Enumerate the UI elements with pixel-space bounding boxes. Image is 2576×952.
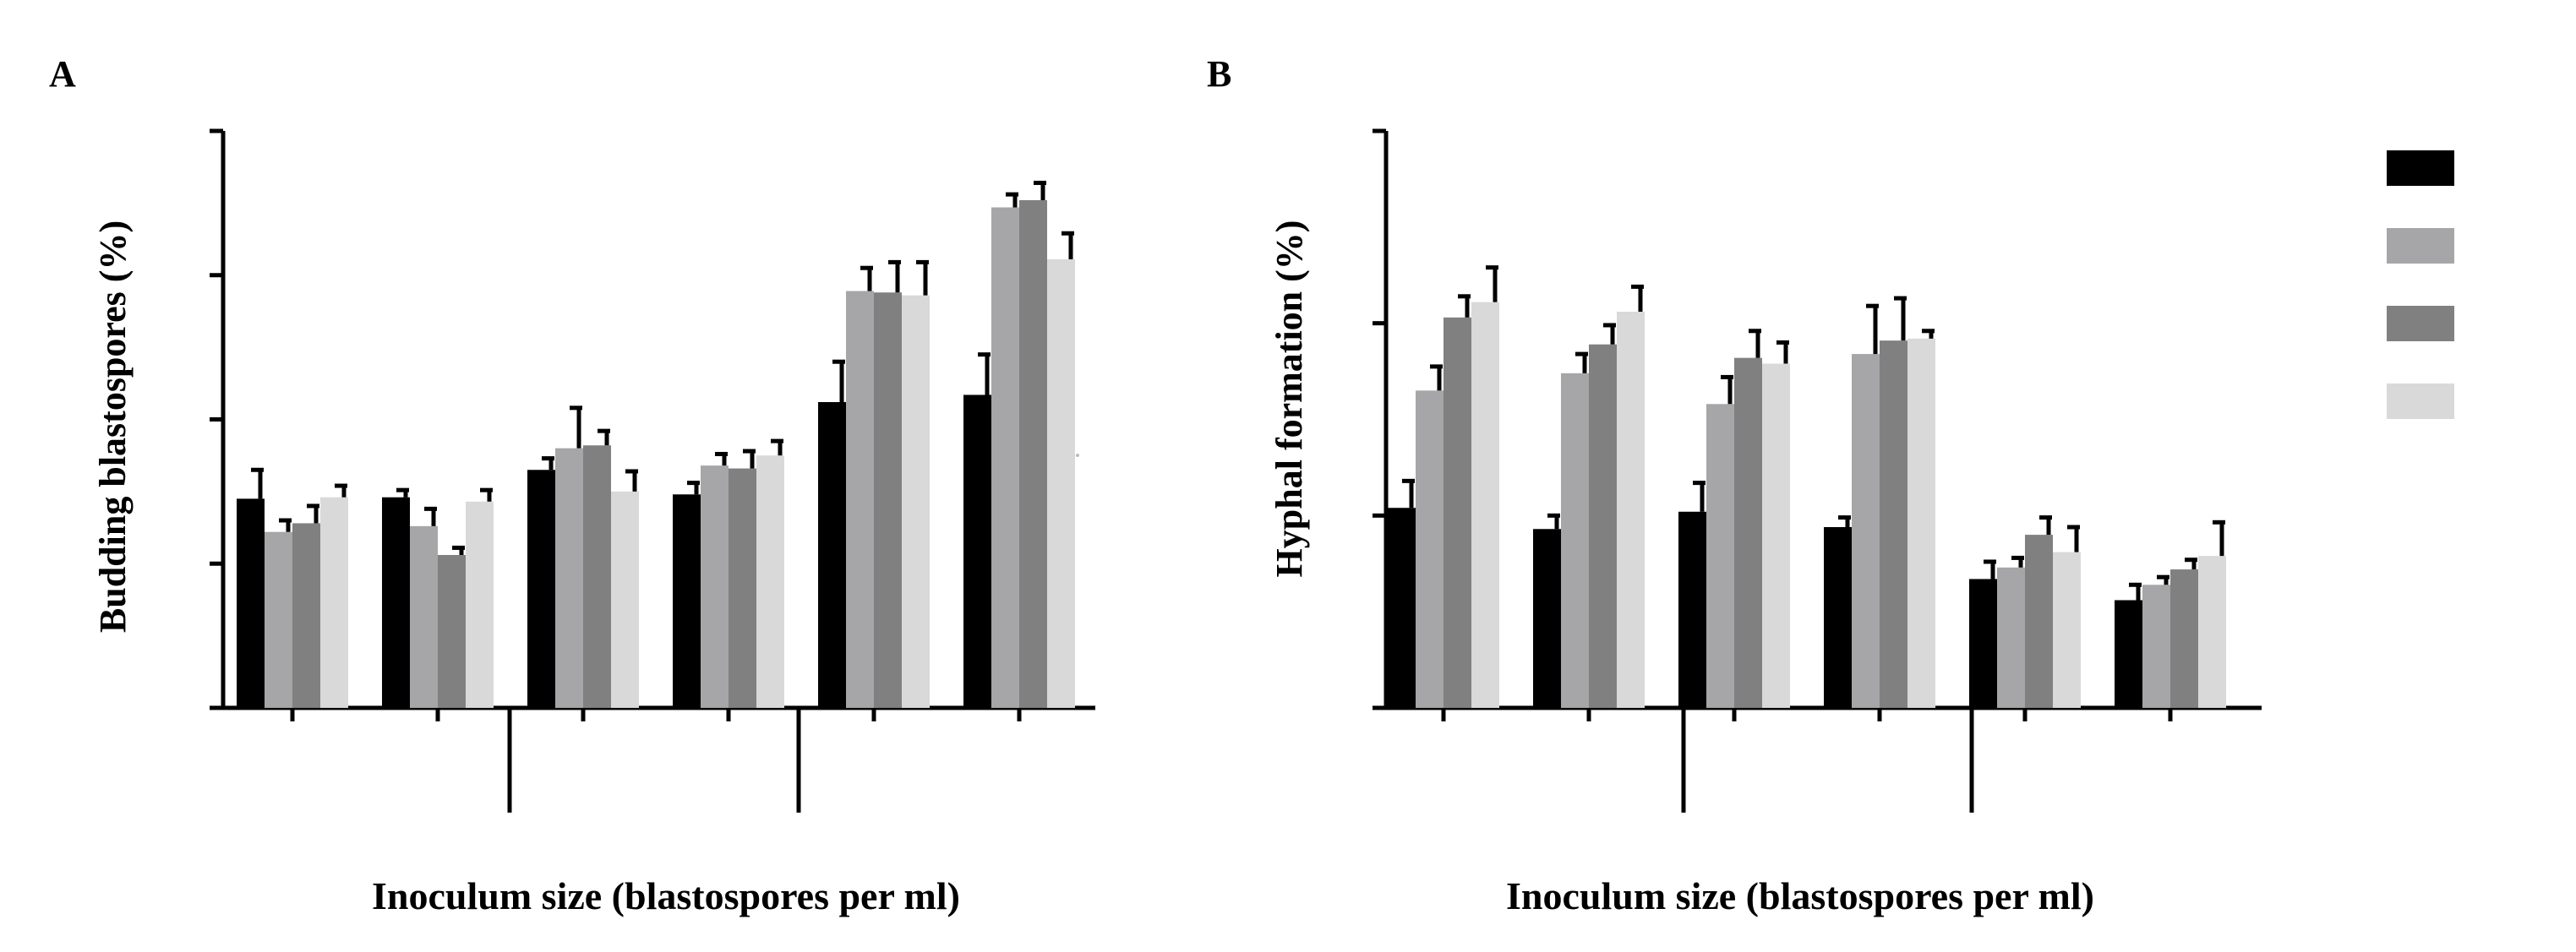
bar-b	[1388, 508, 1416, 708]
bar-b	[1997, 567, 2025, 708]
bar-b	[1416, 390, 1444, 708]
bar-a	[701, 465, 729, 708]
bar-b	[2053, 552, 2081, 708]
bar-b	[1762, 363, 1790, 708]
bar-a	[729, 468, 756, 708]
panel-a: A Budding blastospores (%) Inoculum size…	[49, 53, 1095, 917]
bar-b	[1471, 302, 1499, 708]
legend-swatch	[2387, 150, 2454, 186]
y-axis-label-a: Budding blastospores (%)	[92, 220, 134, 633]
panel-b: B Hyphal formation (%) Inoculum size (bl…	[1207, 53, 2262, 917]
bar-b	[1824, 526, 1852, 708]
bar-a	[466, 501, 494, 708]
bar-a	[818, 402, 846, 708]
bar-b	[1561, 373, 1589, 708]
bar-a	[438, 555, 466, 708]
panel-label-a: A	[49, 53, 76, 95]
bar-b	[1734, 357, 1762, 708]
bar-b	[1444, 317, 1471, 708]
bar-a	[902, 295, 930, 708]
bar-a	[410, 525, 438, 708]
speck	[1076, 454, 1079, 457]
bar-a	[527, 470, 555, 708]
bar-b	[1533, 529, 1561, 708]
bar-b	[1706, 404, 1734, 708]
bar-a	[1047, 258, 1075, 708]
bar-b	[1617, 312, 1645, 708]
bar-a	[874, 292, 902, 708]
legend-swatch	[2387, 306, 2454, 341]
bar-b	[1678, 511, 1706, 708]
plot-area-a	[210, 128, 1095, 813]
bar-a	[382, 497, 410, 708]
legend-swatch	[2387, 384, 2454, 419]
bar-a	[583, 445, 611, 708]
bar-a	[555, 448, 583, 708]
bar-b	[1969, 579, 1997, 708]
legend-swatch	[2387, 228, 2454, 264]
y-axis-label-b: Hyphal formation (%)	[1269, 220, 1310, 578]
bar-b	[2142, 585, 2170, 708]
panel-label-b: B	[1207, 53, 1231, 95]
bar-a	[1019, 199, 1047, 708]
bar-a	[991, 207, 1019, 708]
bar-b	[1907, 338, 1935, 708]
bar-a	[963, 394, 991, 708]
bar-b	[1880, 340, 1907, 708]
bar-a	[611, 491, 639, 708]
x-axis-label-a: Inoculum size (blastospores per ml)	[372, 874, 960, 917]
x-axis-label-b: Inoculum size (blastospores per ml)	[1506, 874, 2094, 917]
bar-b	[2198, 556, 2226, 708]
bar-a	[756, 455, 784, 708]
bar-b	[1589, 344, 1617, 708]
bar-b	[1852, 354, 1880, 708]
bar-a	[265, 531, 292, 708]
bar-a	[320, 497, 348, 708]
legend	[2387, 150, 2454, 419]
plot-area-b	[1373, 128, 2262, 813]
bar-a	[673, 494, 701, 708]
bar-a	[292, 523, 320, 708]
bar-a	[846, 291, 874, 708]
bar-a	[237, 498, 265, 708]
bar-b	[2115, 600, 2142, 708]
bar-b	[2170, 569, 2198, 708]
bar-b	[2025, 535, 2053, 708]
